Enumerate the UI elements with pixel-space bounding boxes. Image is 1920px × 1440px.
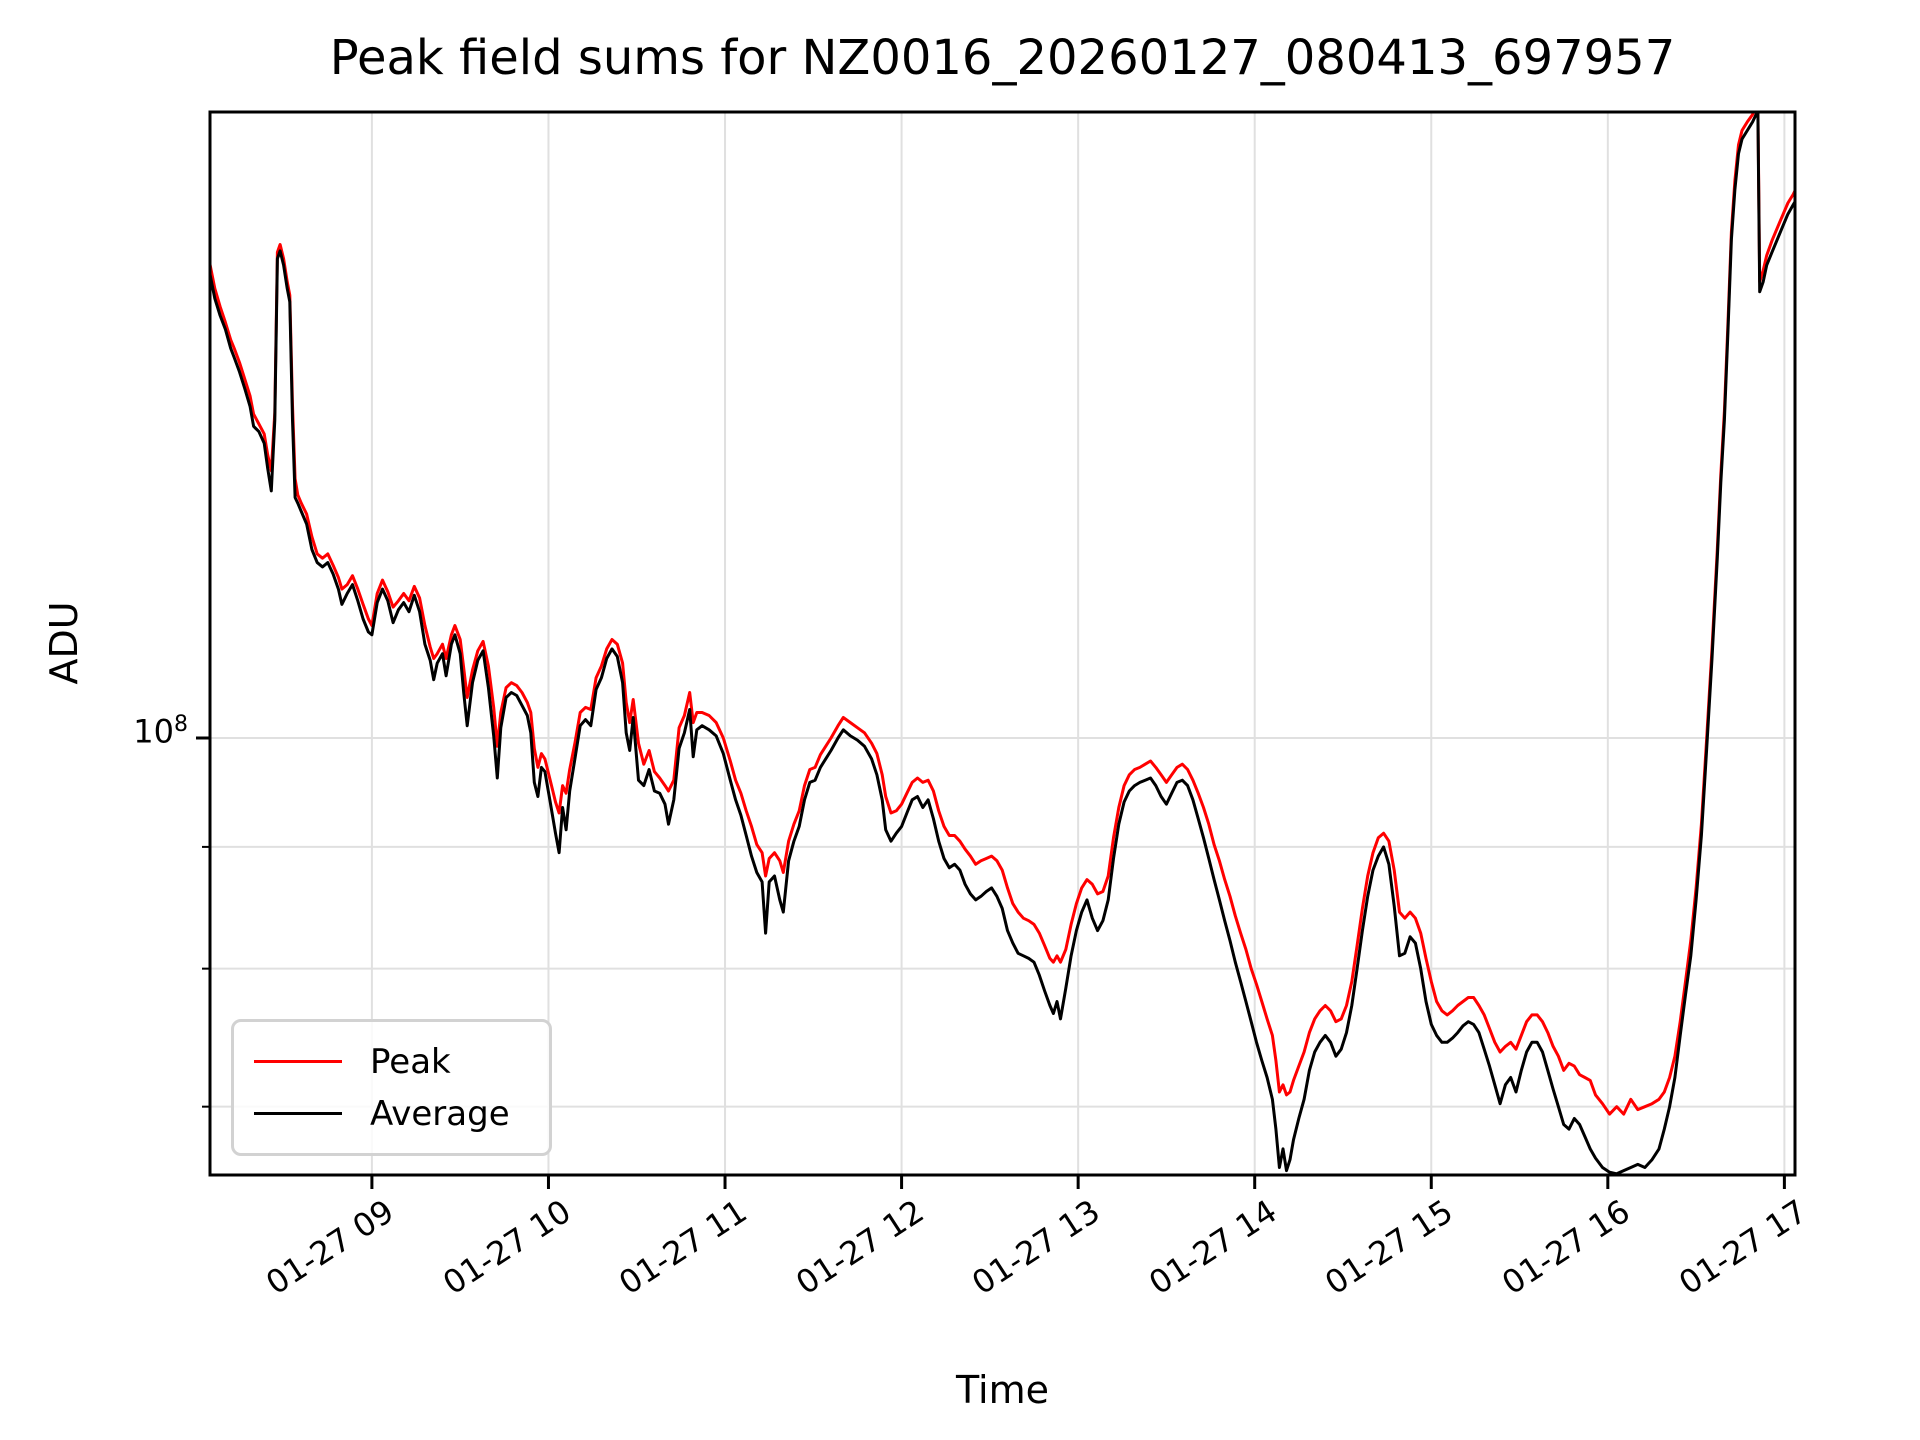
- peak-line-swatch: [254, 1060, 342, 1063]
- x-axis-label: Time: [956, 1368, 1049, 1412]
- chart-title: Peak field sums for NZ0016_20260127_0804…: [329, 30, 1676, 86]
- legend-label-average: Average: [370, 1093, 510, 1134]
- series-line-average: [210, 112, 1795, 1175]
- average-line-swatch: [254, 1112, 342, 1115]
- axes-spines: [208, 110, 1797, 1177]
- legend: Peak Average: [231, 1019, 552, 1156]
- legend-item-peak: Peak: [254, 1045, 529, 1079]
- y-tick-exponent: 8: [174, 712, 188, 737]
- y-tick-label: 108: [133, 712, 188, 751]
- y-axis-label: ADU: [42, 601, 86, 685]
- legend-item-average: Average: [254, 1097, 529, 1131]
- legend-label-peak: Peak: [370, 1041, 451, 1082]
- y-tick-base: 10: [133, 712, 174, 751]
- series-line-peak: [210, 112, 1795, 1116]
